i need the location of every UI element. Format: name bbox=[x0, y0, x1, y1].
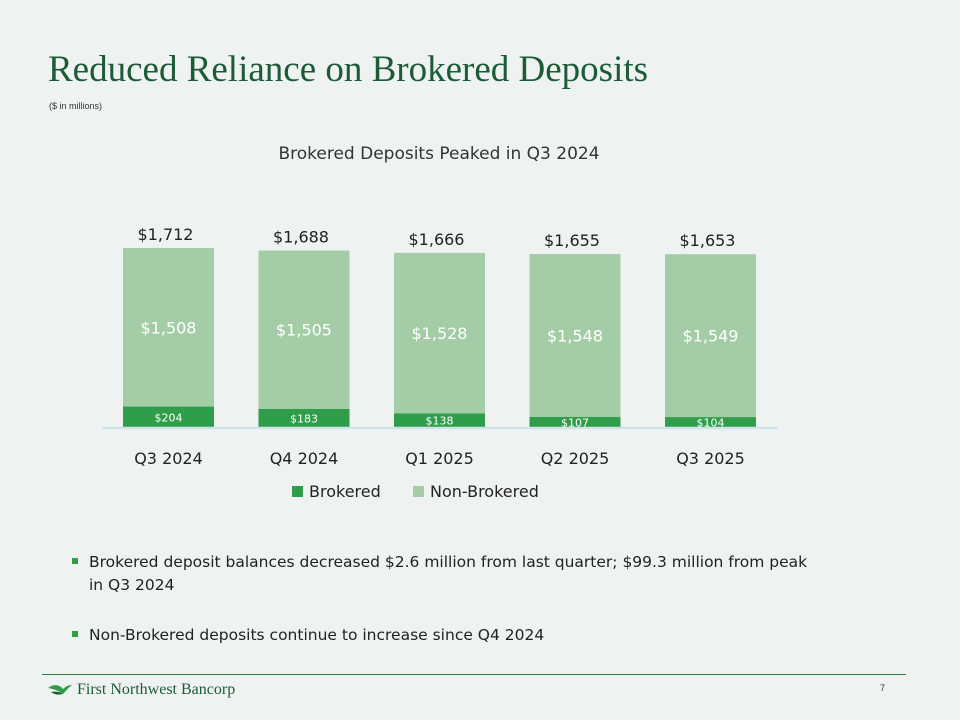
bullet-list: Brokered deposit balances decreased $2.6… bbox=[70, 551, 810, 674]
data-label-non-brokered: $1,549 bbox=[683, 327, 739, 346]
bar-segment-non-brokered bbox=[123, 248, 214, 407]
bar-segment-brokered bbox=[529, 416, 621, 428]
chart-title: Brokered Deposits Peaked in Q3 2024 bbox=[278, 144, 599, 164]
legend-label: Brokered bbox=[309, 482, 381, 501]
x-tick-label: Q2 2025 bbox=[541, 449, 610, 468]
bullet-text: Non-Brokered deposits continue to increa… bbox=[89, 626, 545, 644]
x-tick-label: Q3 2025 bbox=[676, 449, 745, 468]
page-number: 7 bbox=[880, 683, 886, 693]
bird-logo-icon bbox=[48, 685, 72, 695]
logo-text: First Northwest Bancorp bbox=[77, 681, 236, 698]
data-label-brokered: $107 bbox=[561, 416, 589, 429]
slide-title: Reduced Reliance on Brokered Deposits bbox=[48, 49, 649, 90]
data-label-non-brokered: $1,505 bbox=[276, 321, 332, 340]
x-tick-label: Q4 2024 bbox=[270, 449, 339, 468]
bar-segment-non-brokered bbox=[394, 252, 485, 414]
data-label-brokered: $183 bbox=[290, 412, 318, 425]
company-logo: First Northwest Bancorp bbox=[47, 680, 235, 700]
bar-segment-non-brokered bbox=[665, 254, 756, 418]
bullet-marker bbox=[72, 558, 78, 564]
data-label-total: $1,688 bbox=[273, 228, 329, 247]
bar-segment-non-brokered bbox=[258, 250, 350, 409]
data-label-non-brokered: $1,508 bbox=[141, 318, 197, 337]
bullet-marker bbox=[72, 631, 78, 637]
footer-divider bbox=[42, 674, 906, 675]
bar-segment-brokered bbox=[665, 417, 756, 428]
data-label-brokered: $204 bbox=[155, 411, 183, 424]
bar-segment-non-brokered bbox=[529, 253, 621, 417]
data-label-total: $1,712 bbox=[138, 225, 194, 244]
stacked-bar-chart: Brokered Deposits Peaked in Q3 2024 $1,5… bbox=[102, 144, 778, 501]
legend-swatch bbox=[413, 486, 424, 497]
bar-segment-brokered bbox=[394, 413, 485, 428]
data-label-brokered: $138 bbox=[426, 415, 454, 428]
bullet-item-non-brokered: Non-Brokered deposits continue to increa… bbox=[70, 624, 810, 647]
bullet-item-brokered: Brokered deposit balances decreased $2.6… bbox=[70, 551, 810, 597]
data-label-brokered: $104 bbox=[697, 417, 725, 430]
x-tick-label: Q3 2024 bbox=[134, 449, 203, 468]
bar-segment-brokered bbox=[123, 406, 214, 428]
data-label-non-brokered: $1,528 bbox=[412, 324, 468, 343]
units-subtitle: ($ in millions) bbox=[49, 101, 103, 111]
bullet-text: Brokered deposit balances decreased $2.6… bbox=[89, 553, 808, 594]
data-label-total: $1,653 bbox=[680, 231, 736, 250]
data-label-total: $1,666 bbox=[409, 230, 465, 249]
bar-segment-brokered bbox=[258, 408, 350, 428]
data-label-total: $1,655 bbox=[544, 231, 600, 250]
x-tick-label: Q1 2025 bbox=[405, 449, 474, 468]
legend-label: Non-Brokered bbox=[430, 482, 539, 501]
data-label-non-brokered: $1,548 bbox=[547, 326, 603, 345]
legend-swatch bbox=[292, 486, 303, 497]
